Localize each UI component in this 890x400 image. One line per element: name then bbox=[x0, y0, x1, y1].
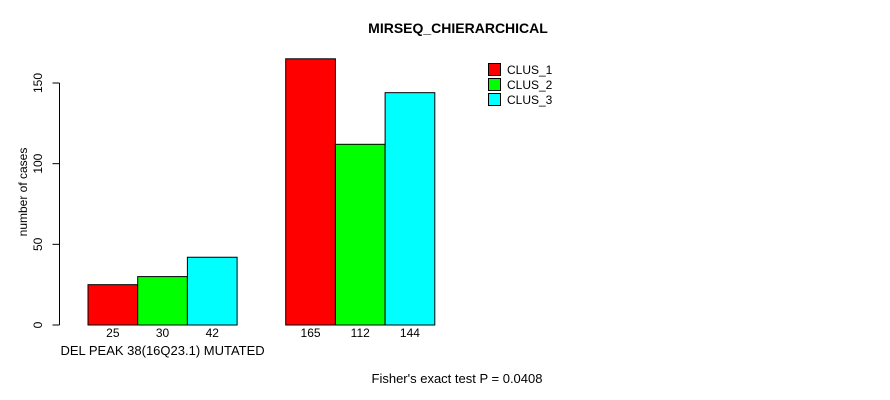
bar-value-label: 25 bbox=[106, 326, 120, 340]
y-tick-label: 0 bbox=[31, 321, 45, 328]
legend-label: CLUS_3 bbox=[507, 92, 553, 107]
bar-value-label: 144 bbox=[400, 326, 420, 340]
legend-item: CLUS_1 bbox=[488, 62, 552, 77]
legend-swatch bbox=[488, 78, 501, 91]
y-tick-label: 150 bbox=[31, 73, 45, 93]
bar-value-label: 165 bbox=[301, 326, 321, 340]
bar-clus_3 bbox=[384, 92, 436, 326]
legend-swatch bbox=[488, 93, 501, 106]
bar-clus_2 bbox=[137, 276, 188, 326]
y-axis-label: number of cases bbox=[16, 148, 30, 237]
legend-label: CLUS_1 bbox=[507, 62, 553, 77]
bar-value-label: 42 bbox=[206, 326, 220, 340]
y-tick-label: 100 bbox=[31, 153, 45, 173]
bar-clus_2 bbox=[334, 143, 386, 326]
annotation-text: Fisher's exact test P = 0.0408 bbox=[371, 371, 543, 386]
legend-label: CLUS_2 bbox=[507, 77, 553, 92]
legend: CLUS_1 CLUS_2 CLUS_3 bbox=[488, 62, 552, 107]
bar-clus_1 bbox=[285, 58, 336, 326]
bar-value-label: 30 bbox=[156, 326, 170, 340]
legend-item: CLUS_3 bbox=[488, 92, 552, 107]
bar-value-label: 112 bbox=[351, 326, 370, 340]
bar-clus_3 bbox=[186, 256, 238, 326]
bar-clus_1 bbox=[87, 284, 139, 326]
group-label: DEL PEAK 38(16Q23.1) MUTATED bbox=[60, 343, 264, 358]
legend-swatch bbox=[488, 63, 501, 76]
chart-title: MIRSEQ_CHIERARCHICAL bbox=[368, 20, 548, 36]
legend-item: CLUS_2 bbox=[488, 77, 552, 92]
y-tick-label: 50 bbox=[31, 237, 45, 251]
